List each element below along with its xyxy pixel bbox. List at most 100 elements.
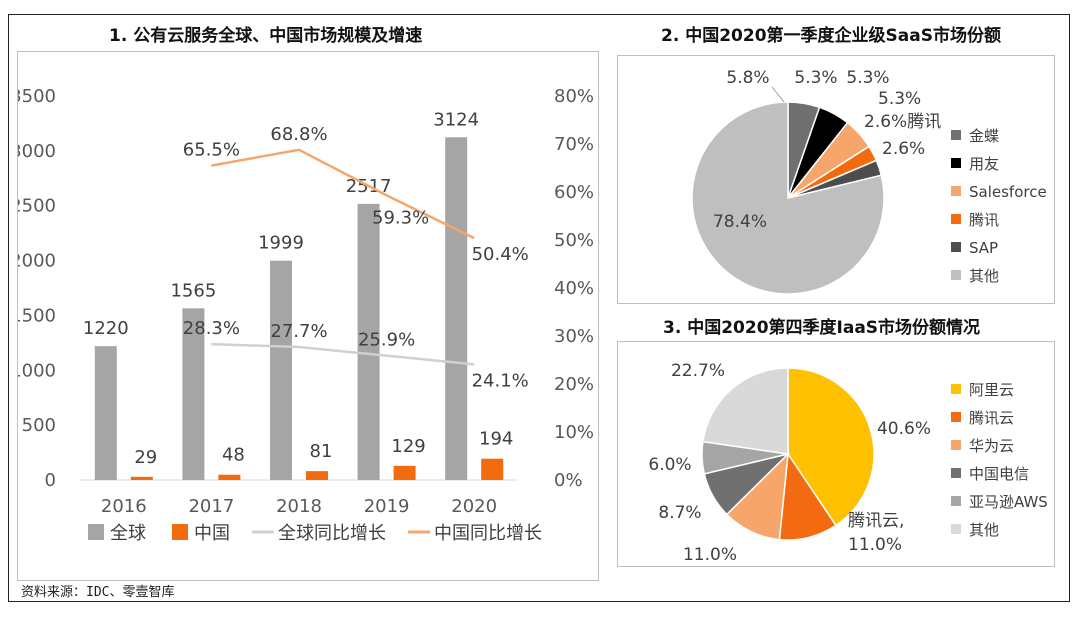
left-axis-tick-label: 3000 <box>18 141 56 162</box>
bar-global <box>94 346 117 480</box>
x-axis-tick-label: 2016 <box>101 496 147 517</box>
line-china-growth <box>211 148 475 240</box>
bar-global <box>357 203 380 481</box>
legend-label: 其他 <box>969 521 999 539</box>
pie-slice-其他 <box>691 101 885 295</box>
pie-data-label: 2.6% <box>882 139 925 159</box>
right-axis-tick-label: 10% <box>554 422 594 443</box>
bar-data-label: 3124 <box>433 109 479 130</box>
bar-china <box>306 471 328 480</box>
bar-china <box>393 465 416 480</box>
line-data-label: 59.3% <box>372 207 429 228</box>
legend-swatch <box>951 524 961 534</box>
right-axis-tick-label: 40% <box>554 278 594 299</box>
line-data-label: 27.7% <box>270 321 327 342</box>
bar-global <box>445 137 468 480</box>
pie-data-label: 40.6% <box>877 419 931 439</box>
chart3-panel: 40.6% 阿里云腾讯云, 11.0% 腾讯云 11.0% 华为云 8.7% 中国电信 6.0%… <box>617 341 1055 567</box>
pie-extra-label: 5.8% <box>726 68 769 88</box>
left-axis-tick-label: 500 <box>22 415 56 436</box>
right-axis-tick-label: 0% <box>554 470 583 491</box>
x-axis-tick-label: 2017 <box>188 496 234 517</box>
legend-swatch <box>951 214 961 224</box>
pie-data-label: 6.0% <box>648 455 691 475</box>
legend-label: 全球同比增长 <box>278 523 386 544</box>
bar-china <box>130 476 153 480</box>
legend-label: 用友 <box>969 155 999 173</box>
legend-label: Salesforce <box>969 183 1047 201</box>
bar-data-label: 1999 <box>258 233 304 254</box>
left-axis-tick-label: 0 <box>45 470 56 491</box>
chart1-svg: 0 500 1000 1500 2000 2500 3000 3500 0% 10% 20% 30% 4… <box>10 86 594 544</box>
legend-swatch <box>951 242 961 252</box>
legend-label: 中国同比增长 <box>434 523 542 544</box>
pie-data-label: 2.6%腾讯 <box>864 112 941 132</box>
bar-china <box>481 458 504 480</box>
chart1-panel: 0 500 1000 1500 2000 2500 3000 3500 0% 10% 20% 30% 4… <box>10 51 599 581</box>
legend-swatch <box>951 270 961 280</box>
legend-label: 阿里云 <box>969 381 1014 399</box>
source-note: 资料来源：IDC、零壹智库 <box>21 585 175 600</box>
bar-china <box>218 474 241 480</box>
pie-data-label: 11.0% <box>848 535 902 555</box>
bar-data-label: 1220 <box>83 318 129 339</box>
right-axis-tick-label: 80% <box>554 86 594 107</box>
pie-data-label: 11.0% <box>683 545 737 565</box>
legend-label: 中国 <box>194 523 230 544</box>
bar-data-label: 129 <box>391 436 425 457</box>
line-data-label: 25.9% <box>358 330 415 351</box>
left-axis-tick-label: 1000 <box>18 360 56 381</box>
left-axis-tick-label: 3500 <box>18 86 56 107</box>
line-data-label: 68.8% <box>270 124 327 145</box>
legend-label: 其他 <box>969 267 999 285</box>
pie-slice-阿里云 <box>787 367 875 527</box>
bar-data-label: 48 <box>222 445 245 466</box>
bar-data-label: 81 <box>310 441 333 462</box>
pie-data-label: 22.7% <box>671 361 725 381</box>
legend-label: 中国电信 <box>969 465 1029 483</box>
legend-swatch <box>951 468 961 478</box>
legend-swatch <box>88 524 104 540</box>
legend-swatch <box>951 496 961 506</box>
legend-label: 全球 <box>110 523 146 544</box>
right-axis-tick-label: 70% <box>554 134 594 155</box>
pie-data-label: 5.3% <box>878 89 921 109</box>
bar-data-label: 194 <box>479 429 513 450</box>
line-data-label: 50.4% <box>472 244 529 265</box>
bar-global <box>270 260 292 480</box>
legend-swatch <box>951 412 961 422</box>
left-axis-tick-label: 2000 <box>18 251 56 272</box>
pie-data-label: 5.3% <box>846 68 889 88</box>
legend-label: 亚马逊AWS <box>969 493 1048 511</box>
legend-swatch <box>951 440 961 450</box>
pie-data-label: 8.7% <box>658 503 701 523</box>
legend-label: 金蝶 <box>969 127 999 145</box>
line-data-label: 24.1% <box>472 370 529 391</box>
x-axis-tick-label: 2020 <box>451 496 497 517</box>
bar-global <box>182 308 205 480</box>
legend-swatch <box>172 524 188 540</box>
legend-swatch <box>951 130 961 140</box>
pie-data-label: 腾讯云, <box>848 511 904 531</box>
legend-label: 腾讯云 <box>969 409 1014 427</box>
chart1-title: 1. 公有云服务全球、中国市场规模及增速 <box>109 26 423 46</box>
legend-label: 华为云 <box>969 437 1014 455</box>
line-data-label: 65.5% <box>183 140 240 161</box>
legend-label: 腾讯 <box>969 211 999 229</box>
right-axis-tick-label: 60% <box>554 182 594 203</box>
legend-label: SAP <box>969 239 998 257</box>
legend-swatch <box>951 186 961 196</box>
chart2-title: 2. 中国2020第一季度企业级SaaS市场份额 <box>661 26 1001 46</box>
line-global-growth <box>211 342 475 366</box>
right-axis-tick-label: 20% <box>554 374 594 395</box>
left-axis-tick-label: 2500 <box>18 196 56 217</box>
left-axis-tick-label: 1500 <box>18 305 56 326</box>
x-axis-tick-label: 2018 <box>276 496 322 517</box>
pie-leader-line <box>771 86 785 103</box>
x-axis-tick-label: 2019 <box>364 496 410 517</box>
figure-frame: 1. 公有云服务全球、中国市场规模及增速 0 500 1000 1500 2000 250… <box>8 14 1070 602</box>
line-data-label: 28.3% <box>183 318 240 339</box>
legend-swatch <box>951 384 961 394</box>
